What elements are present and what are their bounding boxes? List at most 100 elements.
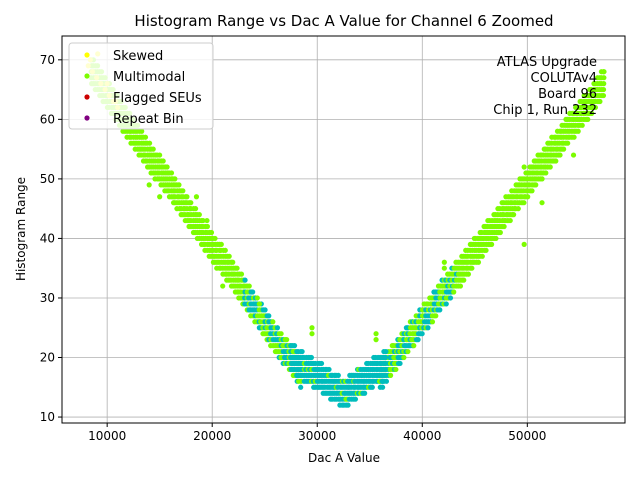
legend-marker xyxy=(84,52,90,58)
multimodal-point xyxy=(168,170,175,176)
multimodal-outlier-point xyxy=(256,301,263,307)
multimodal-point xyxy=(571,134,577,140)
multimodal-point xyxy=(451,289,457,295)
annotation-line-4: Chip 1, Run 232 xyxy=(493,103,597,118)
cyan-point xyxy=(318,360,325,367)
y-tick-label: 40 xyxy=(40,231,55,245)
multimodal-point xyxy=(146,140,153,146)
multimodal-point xyxy=(597,98,603,105)
multimodal-point xyxy=(547,164,553,170)
multimodal-outlier-point xyxy=(570,152,577,158)
multimodal-point xyxy=(405,348,411,355)
legend-label: Repeat Bin xyxy=(113,112,184,127)
multimodal-point xyxy=(401,354,407,361)
cyan-point xyxy=(383,348,389,355)
legend-marker xyxy=(84,115,90,121)
multimodal-point xyxy=(579,122,585,128)
x-tick-label: 30000 xyxy=(298,429,336,443)
multimodal-point xyxy=(298,384,304,390)
multimodal-point xyxy=(425,325,431,331)
multimodal-point xyxy=(380,384,386,390)
cyan-point xyxy=(299,348,305,355)
multimodal-point xyxy=(561,146,567,152)
multimodal-point xyxy=(469,265,475,271)
multimodal-point xyxy=(218,241,224,247)
multimodal-point xyxy=(585,116,591,122)
multimodal-point xyxy=(601,81,607,87)
cyan-point xyxy=(369,384,375,390)
multimodal-point xyxy=(525,194,531,200)
y-tick-label: 30 xyxy=(40,291,55,305)
multimodal-point xyxy=(411,343,417,349)
multimodal-point xyxy=(242,277,248,283)
multimodal-point xyxy=(600,86,607,93)
multimodal-outlier-point xyxy=(577,104,583,111)
multimodal-point xyxy=(497,229,503,236)
multimodal-point xyxy=(443,301,449,307)
multimodal-point xyxy=(246,283,252,289)
multimodal-point xyxy=(284,337,290,343)
multimodal-point xyxy=(164,164,170,170)
multimodal-point xyxy=(208,229,215,236)
multimodal-outlier-point xyxy=(146,182,152,188)
cyan-point xyxy=(382,372,389,378)
multimodal-outlier-point xyxy=(309,331,315,337)
multimodal-point xyxy=(204,223,211,230)
multimodal-point xyxy=(388,372,394,378)
multimodal-point xyxy=(212,235,218,242)
multimodal-point xyxy=(176,182,182,188)
multimodal-point xyxy=(483,247,489,253)
cyan-point xyxy=(291,343,298,349)
multimodal-point xyxy=(226,253,232,259)
annotation-line-3: Board 96 xyxy=(538,87,597,102)
multimodal-outlier-point xyxy=(309,325,315,331)
legend: Skewed Multimodal Flagged SEUs Repeat Bin xyxy=(68,42,214,130)
annotation-box: ATLAS Upgrade COLUTAv4 Board 96 Chip 1, … xyxy=(493,55,597,118)
multimodal-outlier-point xyxy=(601,69,607,75)
multimodal-point xyxy=(200,217,206,224)
multimodal-point xyxy=(383,378,390,384)
cyan-point xyxy=(382,366,388,373)
multimodal-point xyxy=(397,360,403,367)
multimodal-point xyxy=(493,235,499,242)
multimodal-point xyxy=(553,158,559,164)
cyan-point xyxy=(379,378,385,384)
cyan-point xyxy=(382,354,388,361)
chart-title: Histogram Range vs Dac A Value for Chann… xyxy=(134,12,553,30)
y-tick-label: 50 xyxy=(40,172,55,186)
cyan-point xyxy=(345,402,351,408)
x-axis-label: Dac A Value xyxy=(308,451,380,465)
multimodal-point xyxy=(250,289,256,295)
multimodal-point xyxy=(601,75,607,81)
multimodal-point xyxy=(180,188,186,194)
x-tick-label: 50000 xyxy=(508,429,546,443)
multimodal-point xyxy=(489,241,495,247)
multimodal-point xyxy=(142,134,149,140)
multimodal-point xyxy=(222,247,228,253)
multimodal-point xyxy=(507,217,513,224)
multimodal-point xyxy=(543,170,549,176)
multimodal-point xyxy=(184,194,190,200)
plot-frame xyxy=(61,35,626,424)
multimodal-point xyxy=(157,152,163,158)
multimodal-point xyxy=(529,188,535,194)
legend-label: Flagged SEUs xyxy=(113,91,202,106)
legend-box xyxy=(68,42,214,130)
multimodal-point xyxy=(575,128,581,134)
y-tick-label: 60 xyxy=(40,112,55,126)
cyan-point xyxy=(382,360,388,367)
multimodal-point xyxy=(415,337,421,343)
multimodal-point xyxy=(419,331,425,337)
multimodal-point xyxy=(188,200,194,206)
multimodal-outlier-point xyxy=(157,194,163,200)
multimodal-point xyxy=(475,259,482,265)
cyan-point xyxy=(308,354,314,361)
cyan-point xyxy=(326,366,332,373)
cyan-point xyxy=(352,396,359,402)
multimodal-point xyxy=(557,152,563,158)
multimodal-outlier-point xyxy=(521,241,527,247)
annotation-line-2: COLUTAv4 xyxy=(531,71,597,86)
multimodal-outlier-point xyxy=(204,217,210,224)
multimodal-point xyxy=(196,212,202,218)
